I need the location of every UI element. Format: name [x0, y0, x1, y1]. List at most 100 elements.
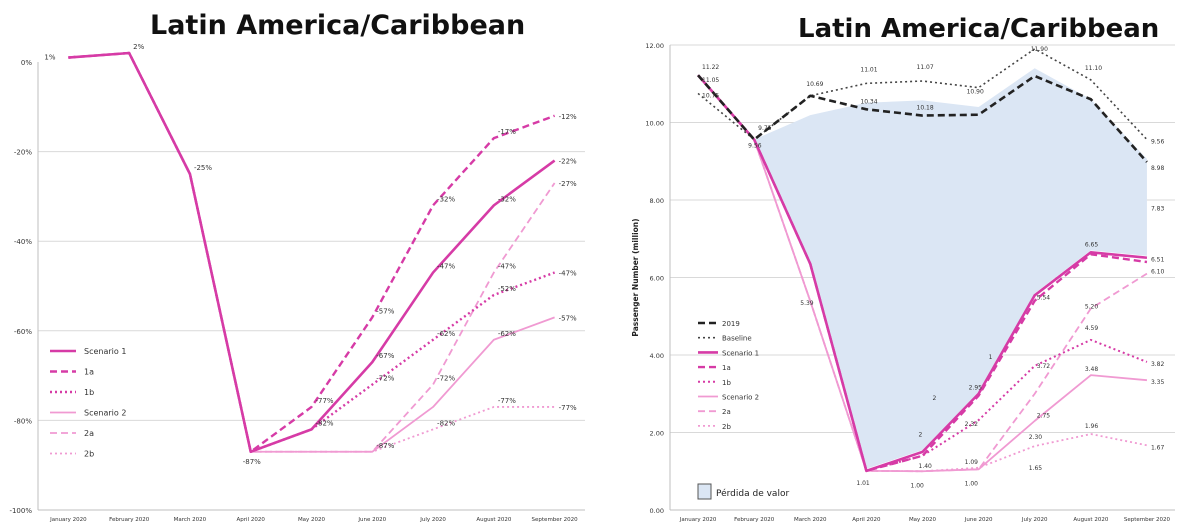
legend-label: 2b — [84, 450, 94, 459]
data-label: 9.56 — [1151, 139, 1165, 146]
x-tick-label: January 2020 — [679, 517, 717, 523]
x-tick-label: May 2020 — [909, 517, 937, 523]
data-label: 6.51 — [1151, 257, 1165, 264]
data-label: 1% — [44, 54, 55, 62]
series-line-5 — [697, 74, 1148, 473]
data-label: 2.32 — [965, 421, 979, 428]
x-tick-label: February 2020 — [734, 517, 775, 523]
data-label: 7.83 — [1151, 206, 1165, 213]
x-tick-label: September 2020 — [532, 517, 579, 523]
legend-label: 2b — [722, 423, 731, 431]
x-tick-label: March 2020 — [794, 517, 827, 523]
series-line-6 — [697, 74, 1148, 473]
data-label: -27% — [559, 180, 577, 188]
data-label: 1.00 — [965, 480, 979, 487]
chart-right-svg: 0.00 2.00 4.00 6.00 8.00 10.00 12.00 January 20… — [631, 42, 1175, 523]
data-label: -52% — [498, 285, 516, 293]
chart-left: 0% -20% -40% -60% -80% -100% January 2020 Febru… — [9, 10, 585, 523]
legend-label: Scenario 1 — [84, 347, 126, 356]
data-label: -82% — [316, 419, 334, 427]
data-label: 2.95 — [969, 385, 983, 392]
chart-left-svg: 0% -20% -40% -60% -80% -100% January 2020 Febru… — [9, 43, 585, 523]
legend-label: Scenario 2 — [722, 394, 759, 402]
data-label: -47% — [437, 263, 455, 271]
series-line-5 — [68, 52, 555, 453]
data-label: -17% — [498, 128, 516, 136]
y-tick-label: 0% — [21, 59, 32, 67]
y-tick-label: 8.00 — [650, 197, 664, 205]
data-label: -32% — [498, 195, 516, 203]
data-label: 10.90 — [967, 89, 984, 96]
data-label: 2 — [919, 432, 923, 439]
data-label: 10.34 — [860, 98, 877, 105]
data-label: -77% — [316, 397, 334, 405]
data-label: -47% — [559, 270, 577, 278]
y-tick-label: -60% — [14, 328, 32, 336]
legend-label: 2a — [84, 429, 94, 438]
data-label: -12% — [559, 113, 577, 121]
series-line-3 — [68, 52, 555, 453]
series-line-0 — [697, 74, 1148, 163]
x-tick-label: July 2020 — [1021, 517, 1048, 523]
x-tick-label: July 2020 — [419, 517, 446, 523]
data-label: 1.09 — [965, 459, 979, 466]
data-label: -67% — [376, 352, 394, 360]
data-label: 8.98 — [1151, 165, 1165, 172]
data-label: 11.05 — [702, 77, 719, 84]
series-line-1 — [68, 51, 556, 453]
data-label: 2% — [133, 43, 144, 51]
y-tick-label: 12.00 — [645, 42, 664, 50]
x-tick-label: April 2020 — [237, 517, 266, 523]
data-label: -77% — [498, 397, 516, 405]
data-label: 4.59 — [1085, 325, 1099, 332]
x-tick-label: April 2020 — [852, 517, 881, 523]
y-tick-label: 6.00 — [650, 275, 664, 283]
data-label: 9.75 — [758, 125, 772, 132]
data-label: -72% — [437, 375, 455, 383]
x-tick-label: February 2020 — [109, 517, 150, 523]
chart-left-title: Latin America/Caribbean — [150, 10, 526, 41]
series-line-4 — [68, 52, 556, 453]
data-label: 11.90 — [1031, 46, 1048, 53]
data-label: 1.00 — [911, 482, 925, 489]
y-tick-label: 0.00 — [650, 507, 664, 515]
data-label: 2.30 — [1029, 434, 1043, 441]
data-label: -82% — [437, 419, 455, 427]
legend-label: 1a — [722, 364, 731, 372]
chart-right-title: Latin America/Caribbean — [798, 14, 1160, 44]
legend-label: Baseline — [722, 335, 752, 343]
data-label: 2.75 — [1037, 412, 1051, 419]
data-label: 11.07 — [917, 64, 934, 71]
data-label: 5.20 — [1085, 304, 1099, 311]
data-label: 6.10 — [1151, 269, 1165, 276]
legend-label: Pérdida de valor — [716, 488, 789, 499]
y-tick-label: 2.00 — [650, 430, 664, 438]
x-tick-label: August 2020 — [476, 517, 511, 523]
x-tick-label: May 2020 — [298, 517, 326, 523]
y-tick-label: -40% — [14, 238, 32, 246]
x-tick-label: September 2020 — [1124, 517, 1171, 523]
data-label: 3.82 — [1151, 361, 1165, 368]
data-label: 1 — [989, 354, 993, 361]
data-label: 1.40 — [919, 463, 933, 470]
data-label: 3.35 — [1151, 379, 1165, 386]
data-label: 11.01 — [860, 66, 877, 73]
legend-swatch — [697, 483, 712, 500]
series-line-0 — [68, 51, 556, 454]
data-label: 10.75 — [702, 92, 719, 99]
data-label: 3.72 — [1037, 363, 1051, 370]
y-axis-label: Passenger Number (million) — [631, 218, 640, 336]
data-label: 3.48 — [1085, 366, 1099, 373]
legend-label: 1a — [84, 368, 94, 377]
y-tick-label: 10.00 — [645, 120, 664, 128]
data-label: 1.65 — [1029, 465, 1043, 472]
x-tick-label: June 2020 — [357, 517, 386, 523]
data-label: -77% — [559, 404, 577, 412]
x-tick-label: August 2020 — [1073, 517, 1108, 523]
data-label: 1.67 — [1151, 444, 1165, 451]
legend-label: 1b — [84, 388, 94, 397]
data-label: 11.10 — [1085, 65, 1102, 72]
series-line-2 — [68, 51, 556, 453]
data-label: -62% — [498, 330, 516, 338]
loss-area — [754, 68, 1147, 469]
